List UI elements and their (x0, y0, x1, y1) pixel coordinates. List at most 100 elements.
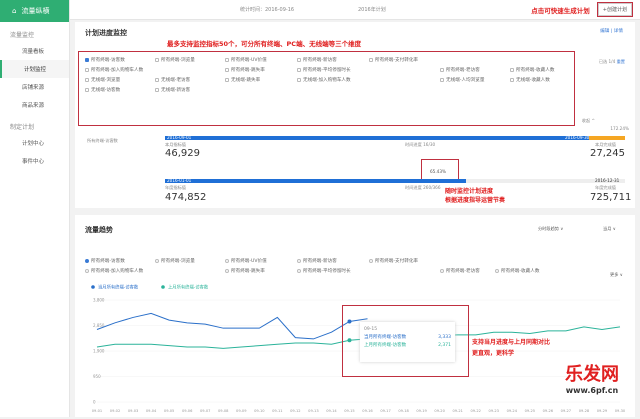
metric-checkbox[interactable]: 无线端-访客数 (85, 87, 120, 93)
trend-metric-radio[interactable]: 所有终端-新访客 (297, 258, 337, 264)
checkbox-icon[interactable] (510, 78, 514, 82)
year-start: 2016-01-01 (167, 178, 192, 183)
radio-icon[interactable] (440, 269, 444, 273)
checkbox-icon[interactable] (440, 68, 444, 72)
trend-metric-radio[interactable]: 所有终端-UV价值 (225, 258, 267, 264)
legend-label: 当月所有终端-访客数 (98, 284, 139, 291)
x-tick-label: 09-14 (326, 409, 337, 413)
checkbox-icon[interactable] (297, 78, 301, 82)
sidebar-item-event-center[interactable]: 事件中心 (22, 159, 45, 165)
metric-label: 无线端-收藏人数 (516, 78, 550, 83)
metric-checkbox[interactable]: 无线端-跳失率 (225, 77, 260, 83)
metric-checkbox[interactable]: 无线端-浏览量 (85, 77, 120, 83)
metric-label: 所有终端-UV价值 (231, 259, 267, 264)
metric-checkbox[interactable]: 无线端-人均浏览量 (440, 77, 484, 83)
radio-icon[interactable] (369, 259, 373, 263)
checkbox-icon[interactable] (440, 78, 444, 82)
metric-label: 无线端-访客数 (91, 88, 121, 93)
radio-icon[interactable] (297, 269, 301, 273)
checkbox-icon[interactable] (510, 68, 514, 72)
checkbox-icon[interactable] (369, 58, 373, 62)
y-tick-label: 1,900 (93, 349, 105, 354)
create-plan-button[interactable]: +创建计划 (596, 2, 634, 17)
metric-checkbox[interactable]: 所有终端-浏览量 (155, 57, 195, 63)
metric-checkbox[interactable]: 所有终端-UV价值 (225, 57, 267, 63)
metric-checkbox[interactable]: 所有终端-新访客 (297, 57, 337, 63)
radio-icon[interactable] (297, 259, 301, 263)
period-select[interactable]: 分时段趋势 ∨ (538, 226, 564, 231)
sidebar-item-dashboard[interactable]: 流量看板 (22, 49, 45, 55)
collapse-button[interactable]: 收起 ^ (581, 118, 595, 123)
trend-metric-radio[interactable]: 所有终端-收藏人数 (495, 268, 539, 274)
metric-checkbox[interactable]: 所有终端-访客数 (85, 57, 125, 63)
checkbox-icon[interactable] (85, 78, 89, 82)
x-tick-label: 09-16 (362, 409, 373, 413)
metric-checkbox[interactable]: 所有终端-平均停留时长 (297, 67, 351, 73)
checkbox-icon[interactable] (85, 88, 89, 92)
trend-metric-radio[interactable]: 所有终端-老访客 (440, 268, 480, 274)
trend-metric-radio[interactable]: 所有终端-支付转化率 (369, 258, 418, 264)
checkbox-icon[interactable] (155, 78, 159, 82)
checkbox-icon[interactable] (297, 58, 301, 62)
metric-checkbox[interactable]: 所有终端-收藏人数 (510, 67, 554, 73)
trend-metric-radio[interactable]: 所有终端-加入购物车人数 (85, 268, 143, 274)
checkbox-icon[interactable] (85, 68, 89, 72)
checkbox-icon[interactable] (155, 88, 159, 92)
metric-checkbox[interactable]: 所有终端-老访客 (440, 67, 480, 73)
month-progress-bar (165, 136, 625, 140)
checkbox-icon[interactable] (225, 68, 229, 72)
trend-chart: 0 950 1,900 2,850 3,800 09-01 09-02 09-03 09-04 0… (91, 284, 626, 413)
metric-checkbox[interactable]: 无线端-新访客 (155, 87, 190, 93)
radio-icon[interactable] (85, 259, 89, 263)
radio-icon[interactable] (155, 259, 159, 263)
legend-marker (91, 285, 95, 289)
month-end: 2016-09-30 (565, 135, 590, 140)
checkbox-icon[interactable] (297, 68, 301, 72)
trend-metric-radio[interactable]: 所有终端-浏览量 (155, 258, 195, 264)
detail-link[interactable]: 详情 (613, 29, 623, 34)
x-tick-label: 09-08 (218, 409, 229, 413)
metric-label: 所有终端-加入购物车人数 (91, 68, 144, 73)
checkbox-icon[interactable] (225, 78, 229, 82)
x-tick-label: 09-21 (452, 409, 462, 413)
trend-metric-radio[interactable]: 所有终端-平均停留时长 (297, 268, 351, 274)
trend-metric-radio[interactable]: 所有终端-访客数 (85, 258, 125, 264)
sidebar-item-shop-source[interactable]: 店铺来源 (22, 85, 45, 91)
metric-checkbox[interactable]: 无线端-收藏人数 (510, 77, 550, 83)
sidebar-item-plan-center[interactable]: 计划中心 (22, 141, 45, 147)
radio-icon[interactable] (225, 259, 229, 263)
metric-label: 所有终端-老访客 (446, 68, 480, 73)
metric-label: 所有终端-新访客 (303, 58, 337, 63)
x-tick-label: 09-17 (380, 409, 390, 413)
trend-metric-radio[interactable]: 所有终端-跳失率 (225, 268, 265, 274)
brand[interactable]: ⌂ 流量纵横 (0, 0, 69, 22)
metric-checkbox[interactable]: 所有终端-支付转化率 (369, 57, 418, 63)
reset-link[interactable]: 重置 (616, 59, 625, 64)
metric-label: 所有终端-支付转化率 (375, 259, 419, 264)
edit-link[interactable]: 编辑 (600, 29, 610, 34)
x-tick-label: 09-10 (254, 409, 265, 413)
metric-checkbox[interactable]: 所有终端-跳失率 (225, 67, 265, 73)
radio-icon[interactable] (85, 269, 89, 273)
sidebar-item-product-source[interactable]: 商品来源 (22, 103, 45, 109)
radio-icon[interactable] (225, 269, 229, 273)
metric-checkbox[interactable]: 无线端-加入购物车人数 (297, 77, 351, 83)
sidebar: ⌂ 流量纵横 流量监控 流量看板 计划监控 店铺来源 商品来源 制定计划 计划中心… (0, 0, 70, 417)
metric-label: 所有终端-加入购物车人数 (91, 269, 144, 274)
checkbox-icon[interactable] (225, 58, 229, 62)
metric-label: 无线端-加入购物车人数 (303, 78, 351, 83)
year-target-label: 年度指标值 (165, 185, 186, 190)
metric-checkbox[interactable]: 所有终端-加入购物车人数 (85, 67, 143, 73)
more-select[interactable]: 更多 ∨ (610, 272, 623, 277)
month-select[interactable]: 当月 ∨ (603, 226, 616, 231)
metric-label: 所有终端-跳失率 (231, 68, 265, 73)
checkbox-icon[interactable] (85, 58, 89, 62)
checkbox-icon[interactable] (155, 58, 159, 62)
radio-icon[interactable] (495, 269, 499, 273)
annotation-box (342, 305, 469, 377)
sidebar-item-plan-monitor[interactable]: 计划监控 (0, 60, 69, 78)
metric-label: 无线端-新访客 (161, 88, 191, 93)
metric-label: 所有终端-支付转化率 (375, 58, 419, 63)
metric-checkbox[interactable]: 无线端-老访客 (155, 77, 190, 83)
year-target: 474,852 (165, 192, 207, 203)
